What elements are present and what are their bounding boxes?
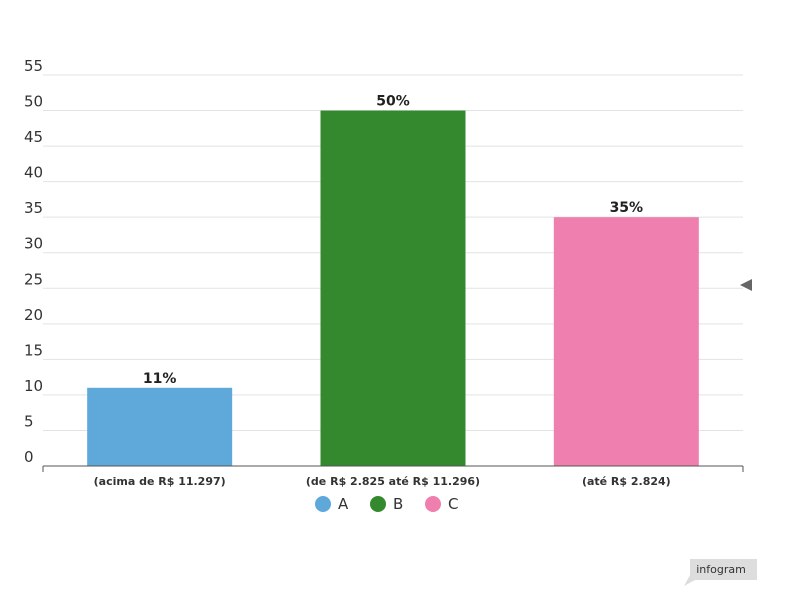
data-label: 11%: [143, 371, 177, 387]
y-tick-label: 40: [24, 164, 43, 182]
x-category-label: (de R$ 2.825 até R$ 11.296): [306, 475, 480, 488]
legend: A B C: [315, 495, 458, 513]
bar-c[interactable]: [553, 217, 699, 466]
y-tick-label: 55: [24, 57, 43, 75]
y-tick-label: 25: [24, 270, 43, 288]
y-tick-label: 10: [24, 377, 43, 395]
y-axis: 0 5 10 15 20 25 30 35 40 45 50 55: [24, 57, 43, 466]
y-tick-label: 50: [24, 93, 43, 111]
data-label: 50%: [376, 94, 410, 110]
y-tick-label: 45: [24, 128, 43, 146]
legend-label: A: [338, 495, 349, 513]
data-labels: 11% 50% 35%: [143, 94, 643, 387]
y-tick-label: 15: [24, 341, 43, 359]
y-tick-label: 0: [24, 448, 34, 466]
y-tick-label: 30: [24, 235, 43, 253]
infogram-badge-label: infogram: [696, 563, 746, 576]
x-category-label: (até R$ 2.824): [582, 475, 671, 488]
bar-a[interactable]: [87, 387, 233, 466]
y-tick-label: 20: [24, 306, 43, 324]
legend-item-a[interactable]: A: [315, 495, 349, 513]
legend-label: C: [448, 495, 458, 513]
bars: [87, 110, 699, 466]
legend-swatch: [425, 496, 441, 512]
x-axis-categories: (acima de R$ 11.297) (de R$ 2.825 até R$ …: [94, 475, 671, 488]
legend-swatch: [315, 496, 331, 512]
legend-item-b[interactable]: B: [370, 495, 403, 513]
legend-label: B: [393, 495, 403, 513]
x-category-label: (acima de R$ 11.297): [94, 475, 226, 488]
infogram-badge[interactable]: infogram: [684, 559, 757, 586]
collapse-arrow-icon[interactable]: [740, 279, 752, 291]
y-tick-label: 5: [24, 412, 34, 430]
data-label: 35%: [610, 200, 644, 216]
legend-item-c[interactable]: C: [425, 495, 458, 513]
legend-swatch: [370, 496, 386, 512]
bar-b[interactable]: [320, 110, 466, 466]
y-tick-label: 35: [24, 199, 43, 217]
